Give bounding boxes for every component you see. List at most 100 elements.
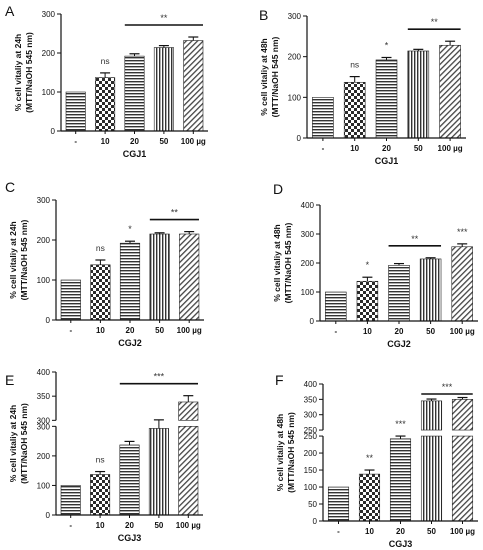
bar: [439, 44, 461, 139]
bar: [179, 233, 200, 321]
bar: [60, 279, 81, 321]
x-axis-label: CGJ2: [118, 338, 142, 348]
y-tick-label: 100: [288, 93, 302, 102]
bar: [95, 77, 116, 132]
error-bar: [362, 276, 373, 282]
significance-label: ***: [395, 419, 406, 429]
x-tick-label: -: [334, 327, 337, 336]
error-bar: [125, 240, 135, 244]
panel-letter: D: [273, 181, 283, 197]
y-tick-label: 300: [37, 196, 51, 205]
y-axis-label-units: (MTT/NaOH 545 nm): [283, 222, 293, 303]
error-bar: [154, 232, 165, 234]
error-bar: [445, 40, 456, 46]
significance-label: *: [385, 40, 389, 50]
y-tick-label: 100: [301, 288, 315, 297]
bar: [178, 426, 199, 516]
error-bar: [124, 440, 135, 445]
y-tick-label: 250: [304, 432, 318, 441]
y-axis-label: % cell vitaliy at 24h: [8, 221, 18, 298]
x-tick-label: 20: [395, 327, 404, 336]
panel-a: 0 100 200 300 - 10 20 50 100 µg CGJ1 % cell vitali…: [5, 3, 208, 159]
bar: [119, 242, 141, 321]
y-tick-label: 150: [304, 466, 318, 475]
x-axis-label: CGJ1: [375, 156, 399, 166]
error-bar: [394, 262, 404, 266]
y-axis-label-units: (MTT/NaOH 545 nm): [19, 219, 29, 300]
bar: [358, 473, 381, 522]
error-bar: [100, 72, 111, 78]
x-tick-label: -: [69, 521, 72, 530]
y-tick-label: 0: [51, 127, 56, 136]
error-bar: [349, 75, 360, 83]
x-tick-label: 50: [155, 326, 164, 335]
y-tick-label: 0: [46, 316, 51, 325]
y-tick-label: 200: [304, 449, 318, 458]
bar: [90, 474, 111, 516]
x-axis-label: CGJ2: [387, 339, 411, 349]
x-tick-label: 50: [159, 137, 168, 146]
y-tick-label: 300: [37, 422, 51, 431]
bar: [451, 399, 474, 431]
panel-letter: B: [259, 7, 268, 23]
x-tick-label: 10: [363, 327, 372, 336]
x-axis-label: CGJ1: [123, 149, 147, 159]
x-axis-label: CGJ3: [118, 533, 142, 543]
significance-label: *: [366, 260, 370, 270]
x-tick-label: 100 µg: [181, 137, 206, 146]
x-tick-label: -: [69, 326, 72, 335]
bar: [356, 280, 379, 322]
x-tick-label: 100 µg: [438, 144, 463, 153]
error-bar: [413, 48, 424, 51]
significance-label: **: [411, 234, 419, 244]
y-tick-label: 100: [37, 481, 51, 490]
y-tick-label: 400: [37, 368, 51, 377]
significance-label: ***: [442, 382, 453, 392]
panel-b: 0 100 200 300 - 10 20 50 100 µg CGJ1 % cell vitali…: [259, 7, 466, 166]
x-tick-label: 100 µg: [176, 521, 201, 530]
y-tick-label: 300: [304, 411, 318, 420]
y-tick-label: 200: [37, 236, 51, 245]
panel-letter: E: [5, 372, 14, 388]
panel-letter: A: [5, 3, 15, 19]
x-tick-label: 10: [96, 521, 105, 530]
bar: [119, 444, 140, 516]
significance-label: **: [366, 453, 374, 463]
y-axis-label: % cell vitaliy at 48h: [275, 414, 285, 491]
bar: [148, 428, 169, 516]
y-tick-label: 200: [42, 49, 56, 58]
y-tick-label: 50: [308, 500, 317, 509]
bar: [451, 246, 473, 322]
y-axis-label: % cell vitaliy at 24h: [13, 34, 23, 111]
bar: [420, 435, 443, 522]
y-tick-label: 300: [37, 416, 51, 425]
bar: [60, 485, 81, 516]
y-tick-label: 100: [42, 88, 56, 97]
x-tick-label: -: [322, 144, 325, 153]
bar: [183, 40, 204, 132]
significance-label: **: [431, 17, 439, 27]
x-tick-label: 10: [101, 137, 110, 146]
bar: [124, 55, 145, 132]
x-tick-label: -: [337, 527, 340, 536]
bar: [312, 97, 334, 139]
significance-label: **: [160, 13, 168, 23]
x-tick-label: 10: [365, 527, 374, 536]
bar: [420, 400, 443, 431]
y-tick-label: 300: [288, 12, 302, 21]
y-tick-label: 400: [304, 380, 318, 389]
y-tick-label: 350: [37, 392, 51, 401]
significance-label: ns: [96, 455, 105, 465]
y-tick-label: 0: [46, 511, 51, 520]
significance-label: ***: [154, 372, 165, 382]
y-tick-label: 250: [304, 426, 318, 435]
bar: [343, 81, 366, 139]
error-bar: [153, 419, 164, 429]
y-tick-label: 100: [37, 276, 51, 285]
y-tick-label: 300: [42, 10, 56, 19]
x-tick-label: 50: [427, 527, 436, 536]
bar: [375, 59, 398, 139]
